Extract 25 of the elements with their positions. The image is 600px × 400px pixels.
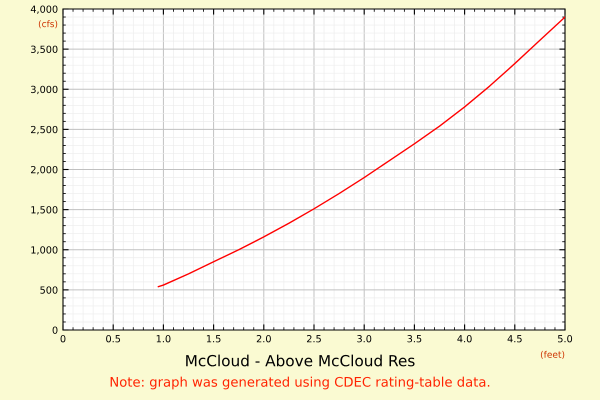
text: McCloud - Above McCloud Res	[186, 354, 415, 366]
x-tick-label: 2.5	[306, 335, 321, 342]
y-tick-label: 3,000	[31, 86, 58, 94]
y-tick-label: 1,000	[31, 246, 58, 255]
x-tick-label: 0.5	[106, 335, 120, 342]
x-tick-label: 3.0	[357, 335, 372, 342]
y-tick-label: 3,500	[31, 46, 58, 54]
y-tick-label: 4,000	[30, 5, 58, 14]
text: Note: graph was generated using CDEC rating-table data.	[110, 376, 490, 390]
x-tick-label: 0	[60, 335, 66, 342]
x-tick-label: 5.0	[558, 335, 572, 342]
x-tick-label: 1.5	[206, 335, 220, 342]
x-tick-label: 3.5	[407, 335, 422, 342]
y-tick-label: 0	[52, 326, 58, 334]
y-axis-title: (cfs)	[38, 20, 58, 28]
x-axis-title: (feet)	[540, 350, 564, 359]
y-tick-label: 500	[40, 286, 58, 294]
x-tick-label: 4.0	[457, 335, 472, 342]
line-series	[158, 16, 565, 288]
y-tick-label: 1,500	[31, 206, 58, 214]
x-tick-label: 4.5	[508, 335, 522, 342]
x-tick-label: 1.0	[156, 335, 170, 342]
x-tick-label: 2.0	[256, 335, 271, 342]
y-tick-label: 2,000	[31, 166, 58, 174]
y-tick-label: 2,500	[31, 126, 58, 134]
